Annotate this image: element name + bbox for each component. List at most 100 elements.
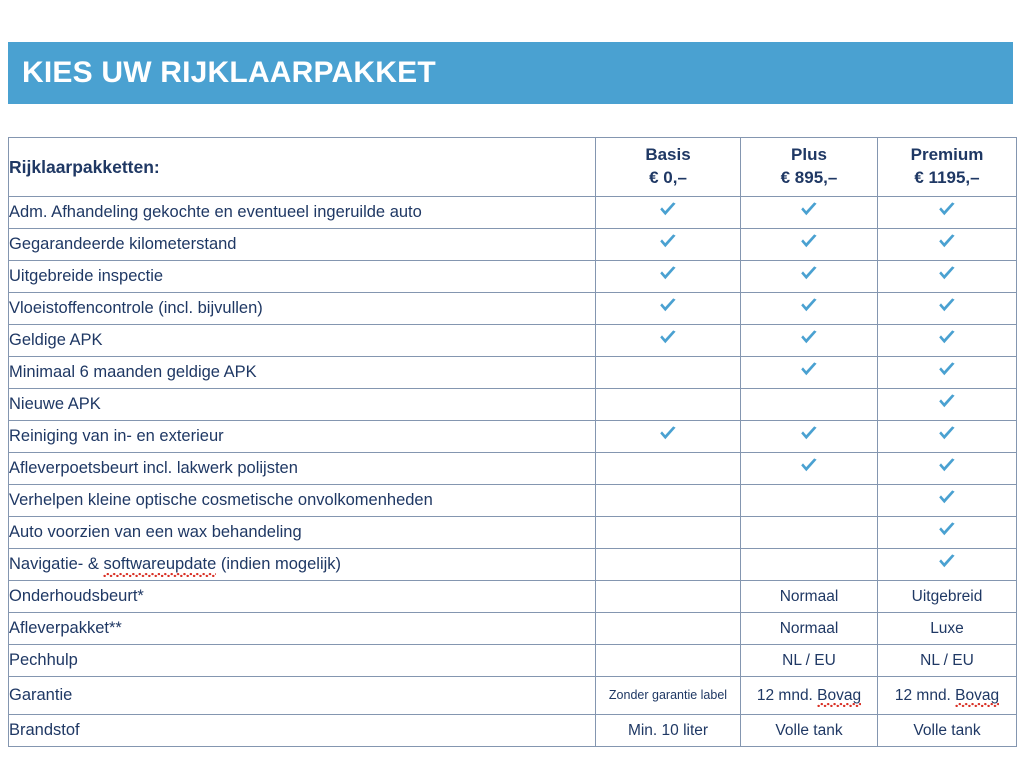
- cell-basis: [595, 612, 741, 645]
- cell-plus: [740, 196, 878, 229]
- check-icon: [937, 457, 957, 475]
- check-icon: [658, 425, 678, 443]
- check-icon: [937, 265, 957, 283]
- column-header-basis: Basis € 0,–: [595, 137, 741, 197]
- cell-premium: [877, 356, 1017, 389]
- cell-plus: [740, 548, 878, 581]
- cell-plus: [740, 292, 878, 325]
- cell-plus: Normaal: [740, 612, 878, 645]
- cell-basis: [595, 388, 741, 421]
- feature-label: Geldige APK: [8, 324, 596, 357]
- cell-premium: [877, 292, 1017, 325]
- cell-premium: [877, 260, 1017, 293]
- table-row: Afleverpoetsbeurt incl. lakwerk polijste…: [8, 452, 1017, 485]
- table-row: Vloeistoffencontrole (incl. bijvullen): [8, 292, 1017, 325]
- check-icon: [799, 425, 819, 443]
- table-row: Auto voorzien van een wax behandeling: [8, 516, 1017, 549]
- table-row: Verhelpen kleine optische cosmetische on…: [8, 484, 1017, 517]
- feature-label: Afleverpakket**: [8, 612, 596, 645]
- cell-basis: [595, 644, 741, 677]
- cell-premium: 12 mnd. Bovag: [877, 676, 1017, 715]
- cell-plus: [740, 260, 878, 293]
- cell-premium: [877, 484, 1017, 517]
- spellcheck-underline: softwareupdate: [103, 555, 217, 577]
- column-header-features: Rijklaarpakketten:: [8, 137, 596, 197]
- check-icon: [937, 201, 957, 219]
- cell-plus: Volle tank: [740, 714, 878, 747]
- table-row: Nieuwe APK: [8, 388, 1017, 421]
- feature-label: Adm. Afhandeling gekochte en eventueel i…: [8, 196, 596, 229]
- page-title: KIES UW RIJKLAARPAKKET: [22, 56, 436, 89]
- cell-basis: [595, 260, 741, 293]
- check-icon: [658, 329, 678, 347]
- feature-label: Uitgebreide inspectie: [8, 260, 596, 293]
- feature-label: Pechhulp: [8, 644, 596, 677]
- feature-label: Vloeistoffencontrole (incl. bijvullen): [8, 292, 596, 325]
- cell-plus: [740, 516, 878, 549]
- cell-premium: [877, 196, 1017, 229]
- tier-name-plus: Plus: [791, 145, 827, 165]
- page-banner: KIES UW RIJKLAARPAKKET: [8, 42, 1013, 104]
- table-row: Uitgebreide inspectie: [8, 260, 1017, 293]
- cell-plus: 12 mnd. Bovag: [740, 676, 878, 715]
- table-row: Pechhulp NL / EU NL / EU: [8, 644, 1017, 677]
- feature-label: Auto voorzien van een wax behandeling: [8, 516, 596, 549]
- cell-basis: [595, 484, 741, 517]
- table-header-row: Rijklaarpakketten: Basis € 0,– Plus € 89…: [8, 137, 1017, 197]
- check-icon: [658, 297, 678, 315]
- cell-basis: [595, 516, 741, 549]
- tier-price-premium: € 1195,–: [914, 168, 980, 187]
- cell-premium: [877, 516, 1017, 549]
- spellcheck-underline: Bovag: [955, 686, 1000, 708]
- table-row: Garantie Zonder garantie label 12 mnd. Bov…: [8, 676, 1017, 715]
- cell-plus: [740, 356, 878, 389]
- table-row: Brandstof Min. 10 liter Volle tank Volle ta…: [8, 714, 1017, 747]
- cell-basis: [595, 324, 741, 357]
- feature-label: Minimaal 6 maanden geldige APK: [8, 356, 596, 389]
- check-icon: [658, 233, 678, 251]
- table-row: Navigatie- & softwareupdate (indien moge…: [8, 548, 1017, 581]
- cell-premium: Luxe: [877, 612, 1017, 645]
- check-icon: [799, 329, 819, 347]
- feature-label: Garantie: [8, 676, 596, 715]
- check-icon: [937, 393, 957, 411]
- check-icon: [799, 361, 819, 379]
- cell-basis: [595, 420, 741, 453]
- check-icon: [937, 361, 957, 379]
- cell-basis: [595, 292, 741, 325]
- cell-plus: [740, 452, 878, 485]
- column-header-plus: Plus € 895,–: [740, 137, 878, 197]
- cell-plus: [740, 484, 878, 517]
- package-comparison-table: Rijklaarpakketten: Basis € 0,– Plus € 89…: [8, 137, 1017, 747]
- feature-label: Nieuwe APK: [8, 388, 596, 421]
- cell-basis: Zonder garantie label: [595, 676, 741, 715]
- feature-label: Verhelpen kleine optische cosmetische on…: [8, 484, 596, 517]
- feature-label: Brandstof: [8, 714, 596, 747]
- table-row: Minimaal 6 maanden geldige APK: [8, 356, 1017, 389]
- cell-premium: [877, 548, 1017, 581]
- cell-premium: [877, 452, 1017, 485]
- check-icon: [658, 201, 678, 219]
- cell-premium: Uitgebreid: [877, 580, 1017, 613]
- cell-plus: [740, 324, 878, 357]
- check-icon: [799, 265, 819, 283]
- table-header: Rijklaarpakketten: Basis € 0,– Plus € 89…: [8, 137, 1017, 197]
- cell-premium: [877, 420, 1017, 453]
- feature-label: Navigatie- & softwareupdate (indien moge…: [8, 548, 596, 581]
- cell-plus: Normaal: [740, 580, 878, 613]
- check-icon: [937, 297, 957, 315]
- check-icon: [937, 553, 957, 571]
- column-header-premium: Premium € 1195,–: [877, 137, 1017, 197]
- tier-name-basis: Basis: [645, 145, 691, 165]
- table-row: Reiniging van in- en exterieur: [8, 420, 1017, 453]
- cell-premium: Volle tank: [877, 714, 1017, 747]
- cell-basis: Min. 10 liter: [595, 714, 741, 747]
- check-icon: [937, 489, 957, 507]
- tier-price-plus: € 895,–: [780, 168, 838, 187]
- table-body: Adm. Afhandeling gekochte en eventueel i…: [8, 196, 1017, 747]
- check-icon: [799, 297, 819, 315]
- check-icon: [937, 233, 957, 251]
- cell-premium: NL / EU: [877, 644, 1017, 677]
- table-row: Adm. Afhandeling gekochte en eventueel i…: [8, 196, 1017, 229]
- table-row: Geldige APK: [8, 324, 1017, 357]
